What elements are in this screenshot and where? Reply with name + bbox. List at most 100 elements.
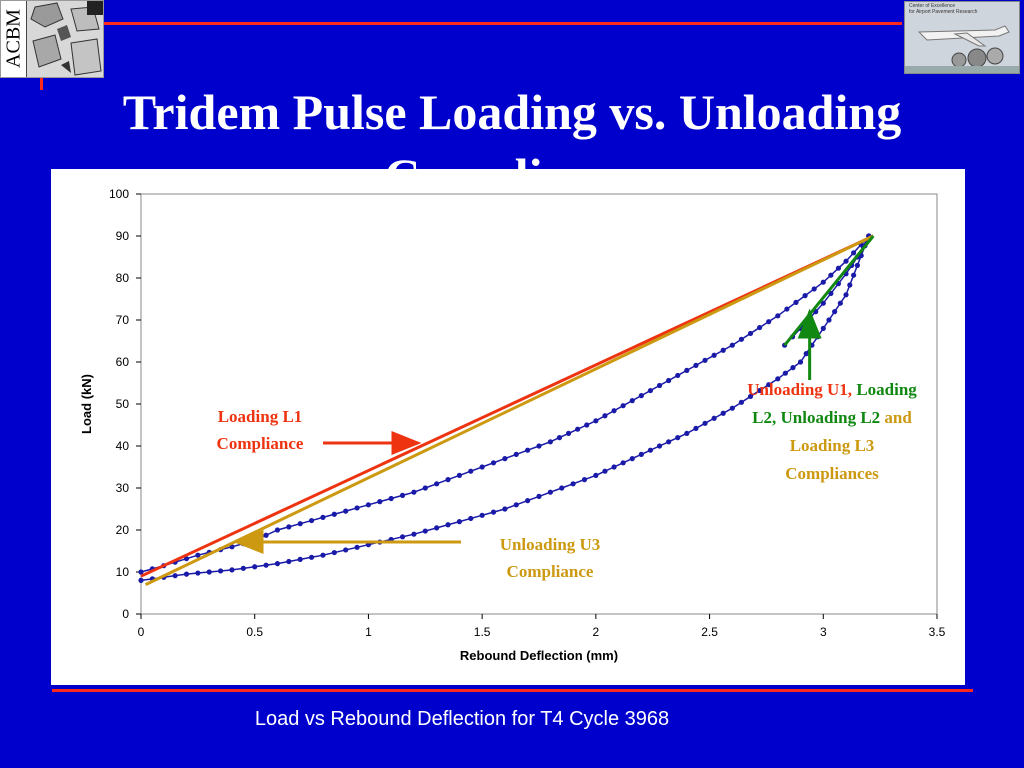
unloading-u3-line — [144, 234, 874, 586]
loading-l1-annotation-text: Compliance — [217, 434, 304, 453]
data-point-lower — [502, 506, 508, 512]
data-point-lower — [445, 522, 451, 528]
data-point-inner — [820, 300, 826, 306]
unloading-loading-annotation-text: Loading — [852, 380, 917, 399]
data-point-lower — [837, 300, 843, 306]
data-point-lower — [602, 468, 608, 474]
data-point-lower — [354, 544, 360, 550]
data-point-upper — [843, 258, 849, 264]
data-point-upper — [138, 569, 144, 575]
data-point-lower — [434, 525, 440, 531]
bottom-divider — [52, 689, 973, 692]
data-point-lower — [343, 547, 349, 553]
data-point-upper — [828, 272, 834, 278]
unloading-u3-annotation-line: Unloading U3 — [500, 535, 601, 554]
data-point-lower — [847, 282, 853, 288]
data-point-lower — [138, 577, 144, 583]
data-point-upper — [354, 505, 360, 511]
data-point-upper — [183, 556, 190, 562]
data-point-lower — [629, 456, 635, 462]
data-point-lower — [422, 528, 428, 534]
x-tick-label: 2 — [593, 625, 600, 639]
top-divider — [104, 22, 902, 25]
slide-caption: Load vs Rebound Deflection for T4 Cycle … — [254, 708, 670, 730]
y-tick-label: 90 — [116, 229, 130, 243]
loading-l2-line — [783, 235, 875, 347]
data-point-lower — [638, 451, 644, 457]
data-point-upper — [445, 477, 451, 483]
airplane-pavement-icon — [905, 2, 1019, 73]
data-point-upper — [308, 517, 315, 524]
data-point-upper — [525, 447, 531, 453]
data-point-upper — [757, 324, 763, 331]
x-tick-label: 3.5 — [929, 625, 946, 639]
data-point-upper — [468, 468, 474, 474]
loading-l1-annotation-text: Loading L1 — [218, 407, 303, 426]
unloading-loading-annotation-text: Unloading U1, — [747, 380, 852, 399]
data-point-upper — [793, 299, 799, 305]
unloading-loading-annotation-line: Unloading U1, Loading — [747, 380, 917, 399]
data-point-lower — [183, 571, 190, 577]
data-point-upper — [784, 306, 790, 312]
data-point-lower — [525, 498, 531, 504]
data-point-upper — [666, 377, 672, 384]
unloading-loading-annotation-text: L2, — [752, 408, 776, 427]
data-point-upper — [629, 398, 635, 404]
x-tick-label: 2.5 — [701, 625, 718, 639]
data-point-lower — [229, 567, 235, 573]
data-point-upper — [536, 443, 542, 449]
acbm-logo-text: ACBM — [2, 9, 25, 68]
data-point-lower — [803, 351, 809, 357]
x-tick-label: 1 — [365, 625, 372, 639]
data-point-upper — [638, 393, 644, 399]
data-point-upper — [274, 527, 281, 533]
y-tick-label: 70 — [116, 313, 130, 327]
data-point-lower — [611, 464, 617, 470]
series-curve-upper — [140, 235, 870, 573]
data-point-lower — [274, 561, 281, 567]
data-point-upper — [702, 357, 708, 363]
data-point-upper — [620, 403, 626, 409]
data-point-upper — [851, 250, 857, 256]
data-point-lower — [647, 447, 654, 453]
data-point-upper — [422, 485, 428, 491]
data-point-lower — [815, 334, 821, 340]
data-point-lower — [559, 485, 565, 491]
data-point-lower — [581, 477, 588, 483]
data-point-upper — [729, 342, 735, 348]
data-point-lower — [172, 573, 178, 579]
data-point-upper — [602, 413, 608, 419]
data-point-lower — [747, 393, 754, 400]
acbm-logo-text-box: ACBM — [1, 1, 27, 77]
data-point-upper — [434, 481, 440, 487]
data-point-lower — [593, 472, 599, 478]
data-point-upper — [502, 456, 508, 462]
data-point-lower — [854, 262, 861, 268]
data-point-upper — [675, 372, 681, 379]
data-point-lower — [757, 387, 763, 394]
chart: 0 10 20 30 40 50 60 70 80 90 100 0 0.5 1 1.5 2 2.5 3 3.5 Re… — [79, 187, 946, 663]
unloading-loading-annotation-text: and — [880, 408, 912, 427]
data-point-lower — [711, 415, 717, 421]
data-point-upper — [229, 544, 235, 550]
unloading-loading-annotation-line: Compliances — [785, 464, 879, 483]
x-tick-label: 3 — [820, 625, 827, 639]
y-tick-label: 10 — [116, 565, 130, 579]
data-point-upper — [297, 521, 303, 527]
logo-caption-line-1: Center of Excellence — [909, 3, 956, 9]
x-tick-label: 1.5 — [474, 625, 491, 639]
data-point-lower — [252, 564, 258, 570]
data-point-lower — [738, 399, 745, 405]
data-point-lower — [240, 565, 246, 571]
data-point-upper — [556, 435, 563, 441]
data-point-lower — [826, 317, 832, 323]
loading-l1-annotation-line: Compliance — [217, 434, 304, 453]
data-point-upper — [365, 502, 372, 508]
unloading-loading-annotation-text: Compliances — [785, 464, 879, 483]
data-point-upper — [766, 319, 772, 325]
unloading-loading-annotation-text: Loading L3 — [790, 436, 875, 455]
data-point-lower — [297, 556, 303, 562]
x-axis-label: Rebound Deflection (mm) — [460, 648, 618, 663]
data-point-lower — [286, 558, 292, 565]
data-point-lower — [851, 272, 857, 278]
